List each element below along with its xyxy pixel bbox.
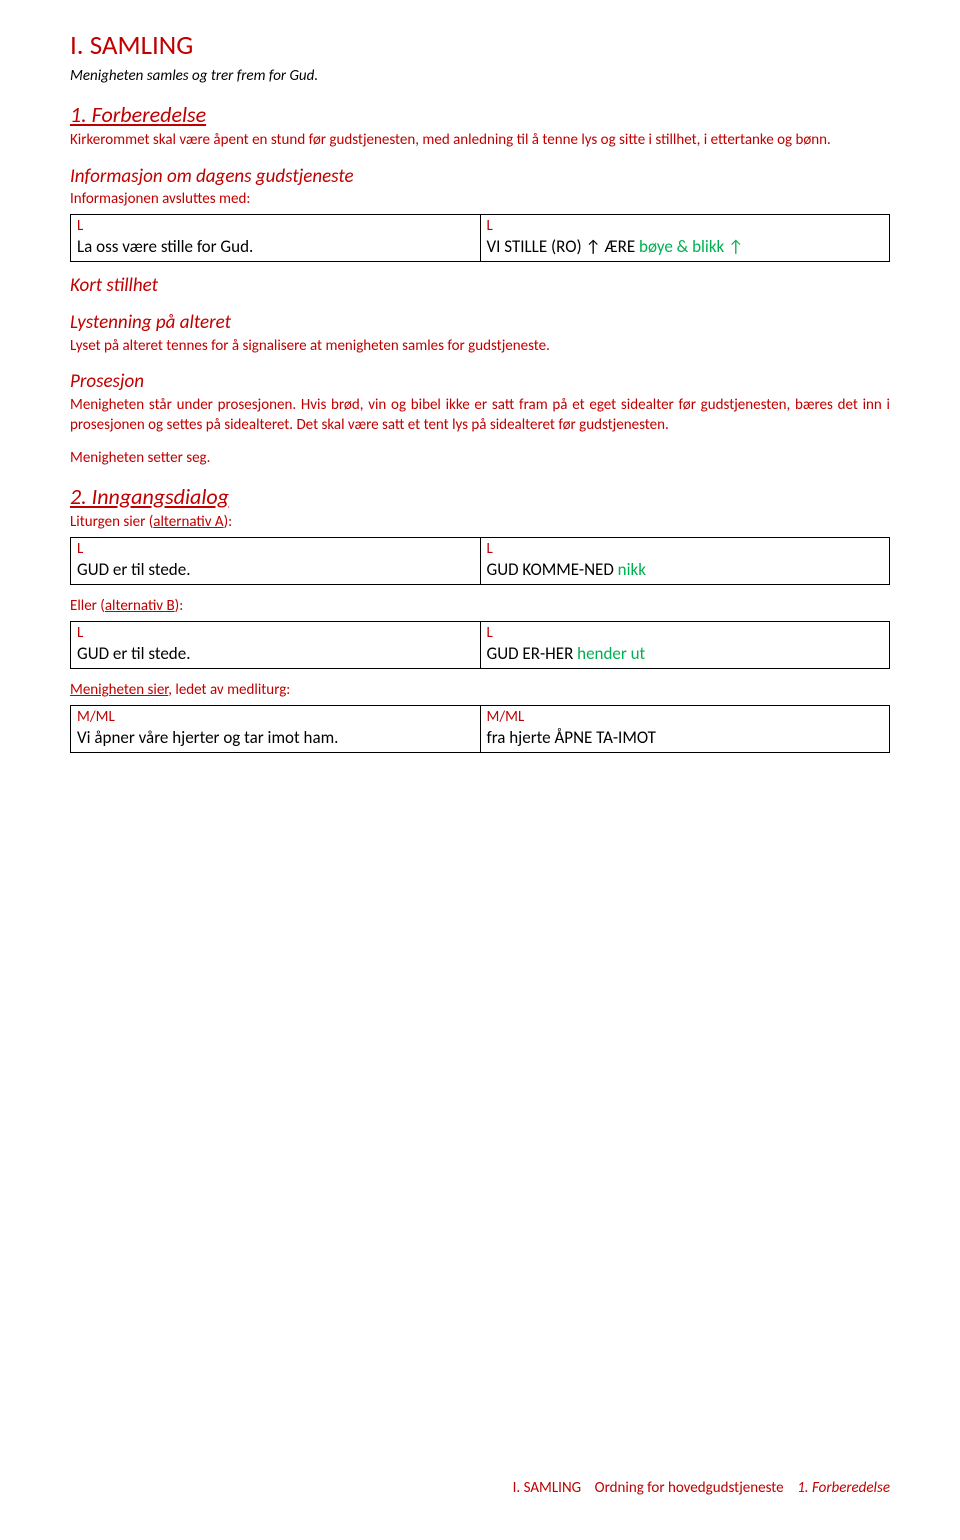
prosesjon-body: Menigheten står under prosesjonen. Hvis … bbox=[70, 396, 890, 435]
tb-left-text: GUD er til stede. bbox=[77, 643, 474, 665]
t1-left-text: La oss være stille for Gud. bbox=[77, 236, 474, 258]
page-footer: I. SAMLING Ordning for hovedgudstjeneste… bbox=[513, 1479, 890, 1499]
ta-left-text: GUD er til stede. bbox=[77, 559, 474, 581]
table-a: L GUD er til stede. L GUD KOMME-NED nikk bbox=[70, 537, 890, 586]
tc-right-text: fra hjerte ÅPNE TA-IMOT bbox=[487, 727, 884, 749]
tc-right-label: M/ML bbox=[487, 708, 884, 728]
lys-heading: Lystenning på alteret bbox=[70, 311, 890, 336]
ta-left-label: L bbox=[77, 540, 474, 560]
ta-right-text: GUD KOMME-NED nikk bbox=[487, 559, 884, 581]
lys-body: Lyset på alteret tennes for å signaliser… bbox=[70, 337, 890, 357]
tc-left-label: M/ML bbox=[77, 708, 474, 728]
s2-heading: 2. Inngangsdialog bbox=[70, 483, 890, 512]
info-sub: Informasjonen avsluttes med: bbox=[70, 190, 890, 210]
t1-right-text: VI STILLE (RO) ↑ ÆRE bøye & blikk ↑ bbox=[487, 236, 884, 258]
alt-b-line: Eller (alternativ B): bbox=[70, 597, 890, 617]
table-b: L GUD er til stede. L GUD ER-HER hender … bbox=[70, 621, 890, 670]
tc-left-text: Vi åpner våre hjerter og tar imot ham. bbox=[77, 727, 474, 749]
prosesjon-heading: Prosesjon bbox=[70, 370, 890, 395]
setter-seg: Menigheten setter seg. bbox=[70, 449, 890, 469]
s1-heading: 1. Forberedelse bbox=[70, 101, 890, 130]
menigheten-line: Menigheten sier, ledet av medliturg: bbox=[70, 681, 890, 701]
alt-a-line: Liturgen sier (alternativ A): bbox=[70, 513, 890, 533]
s1-intro: Kirkerommet skal være åpent en stund før… bbox=[70, 131, 890, 151]
ta-right-label: L bbox=[487, 540, 884, 560]
kort-stillhet: Kort stillhet bbox=[70, 274, 890, 299]
section-title: I. SAMLING bbox=[70, 28, 890, 63]
section-subtitle: Menigheten samles og trer frem for Gud. bbox=[70, 67, 890, 87]
info-heading: Informasjon om dagens gudstjeneste bbox=[70, 165, 890, 190]
t1-left-label: L bbox=[77, 217, 474, 237]
tb-right-text: GUD ER-HER hender ut bbox=[487, 643, 884, 665]
tb-right-label: L bbox=[487, 624, 884, 644]
table-c: M/ML Vi åpner våre hjerter og tar imot h… bbox=[70, 705, 890, 754]
tb-left-label: L bbox=[77, 624, 474, 644]
t1-right-label: L bbox=[487, 217, 884, 237]
table-1: L La oss være stille for Gud. L VI STILL… bbox=[70, 214, 890, 263]
